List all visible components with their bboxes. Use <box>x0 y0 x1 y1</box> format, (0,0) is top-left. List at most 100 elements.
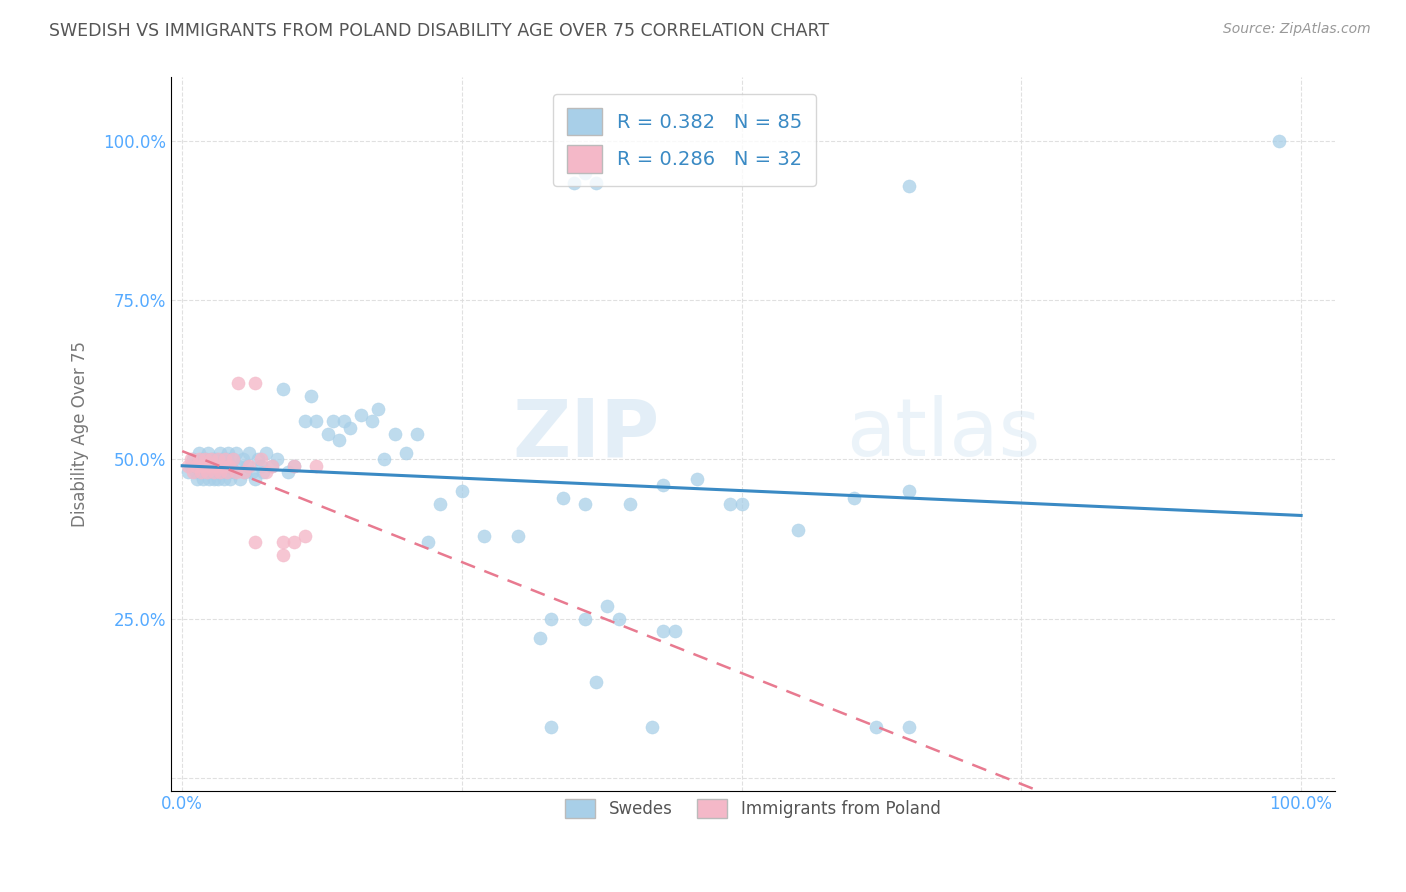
Point <box>247 452 270 467</box>
Point <box>333 414 356 428</box>
Point <box>236 458 259 473</box>
Point <box>350 408 373 422</box>
Point <box>328 434 350 448</box>
Point <box>316 427 339 442</box>
Point <box>193 472 215 486</box>
Point <box>218 458 240 473</box>
Point <box>180 452 202 467</box>
Point <box>184 465 207 479</box>
Point <box>188 452 211 467</box>
Point <box>194 452 217 467</box>
Point <box>198 458 221 473</box>
Point <box>585 675 607 690</box>
Point <box>294 529 316 543</box>
Point <box>198 472 221 486</box>
Point <box>720 497 742 511</box>
Point <box>367 401 389 416</box>
Point <box>540 612 562 626</box>
Point <box>204 458 226 473</box>
Point <box>212 472 235 486</box>
Point <box>225 446 247 460</box>
Point <box>188 446 211 460</box>
Point <box>177 458 200 473</box>
Point <box>188 458 211 473</box>
Point <box>221 452 243 467</box>
Point <box>529 631 551 645</box>
Point <box>652 624 675 639</box>
Point <box>373 452 395 467</box>
Point <box>451 484 474 499</box>
Point <box>214 458 236 473</box>
Point <box>596 599 619 613</box>
Point <box>305 458 328 473</box>
Point <box>202 472 225 486</box>
Point <box>574 497 596 511</box>
Point <box>184 458 207 473</box>
Point <box>652 478 675 492</box>
Point <box>229 472 252 486</box>
Point <box>252 465 274 479</box>
Point <box>361 414 384 428</box>
Point <box>243 535 266 549</box>
Point <box>221 458 243 473</box>
Point <box>898 178 921 193</box>
Point <box>222 465 245 479</box>
Point <box>299 389 322 403</box>
Point <box>207 452 229 467</box>
Point <box>730 497 752 511</box>
Point <box>195 465 218 479</box>
Point <box>201 452 224 467</box>
Point <box>218 465 240 479</box>
Point <box>294 414 316 428</box>
Point <box>200 465 222 479</box>
Point <box>205 465 228 479</box>
Point <box>219 472 242 486</box>
Point <box>506 529 529 543</box>
Point <box>395 446 418 460</box>
Point <box>865 720 887 734</box>
Point <box>418 535 440 549</box>
Point <box>283 458 305 473</box>
Point <box>664 624 686 639</box>
Point <box>240 465 263 479</box>
Point <box>540 720 562 734</box>
Point <box>429 497 451 511</box>
Point <box>209 446 232 460</box>
Point <box>190 465 212 479</box>
Point <box>254 465 277 479</box>
Point <box>193 452 215 467</box>
Point <box>384 427 406 442</box>
Point <box>180 458 202 473</box>
Point <box>214 452 236 467</box>
Point <box>211 452 233 467</box>
Point <box>195 465 218 479</box>
Point <box>215 452 238 467</box>
Point <box>186 472 208 486</box>
Point <box>198 458 221 473</box>
Point <box>232 465 254 479</box>
Point <box>204 452 226 467</box>
Point <box>207 472 229 486</box>
Point <box>786 523 808 537</box>
Point <box>233 465 256 479</box>
Point <box>898 484 921 499</box>
Point <box>551 491 574 505</box>
Point <box>1267 134 1289 148</box>
Point <box>225 465 247 479</box>
Point <box>607 612 630 626</box>
Point <box>641 720 664 734</box>
Point <box>260 458 283 473</box>
Point <box>322 414 344 428</box>
Point <box>209 465 232 479</box>
Point <box>243 376 266 390</box>
Point <box>238 458 260 473</box>
Point <box>243 472 266 486</box>
Point <box>254 446 277 460</box>
Point <box>183 452 205 467</box>
Point <box>190 465 212 479</box>
Text: SWEDISH VS IMMIGRANTS FROM POLAND DISABILITY AGE OVER 75 CORRELATION CHART: SWEDISH VS IMMIGRANTS FROM POLAND DISABI… <box>49 22 830 40</box>
Point <box>193 458 215 473</box>
Point <box>211 458 233 473</box>
Point <box>283 535 305 549</box>
Point <box>238 446 260 460</box>
